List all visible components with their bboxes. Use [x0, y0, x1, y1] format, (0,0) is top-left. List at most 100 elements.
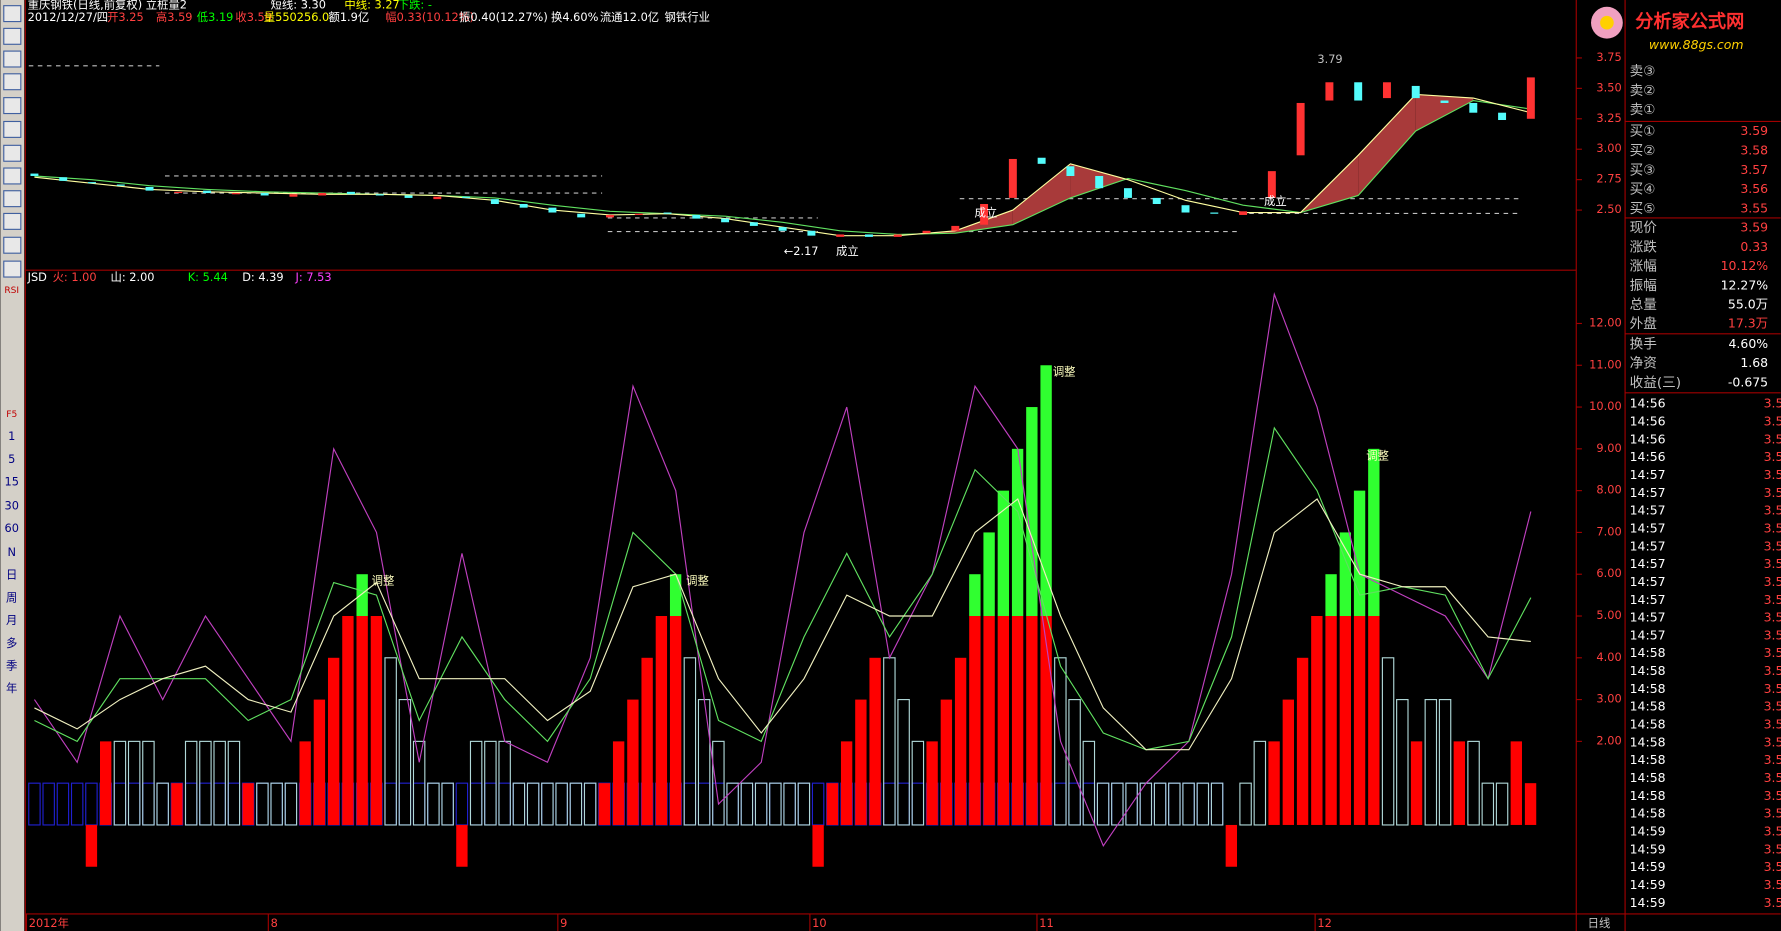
red-bar: [1368, 616, 1380, 825]
stat-value: 0.33: [1740, 239, 1768, 254]
y-tick-label: 9.00: [1596, 441, 1621, 455]
tick-price: 3.5: [1764, 556, 1781, 571]
ma-ribbon: [1358, 94, 1416, 196]
indicator-annotation: 调整: [372, 573, 395, 587]
red-bar: [869, 657, 881, 825]
tick-price: 3.5: [1764, 788, 1781, 803]
candle: [231, 193, 240, 195]
toolbar-icon: [3, 260, 22, 278]
tick-time: 14:57: [1630, 520, 1666, 535]
quote-field: 收3.59: [235, 10, 272, 24]
candle: [462, 196, 471, 198]
candle: [203, 190, 212, 194]
tick-price: 3.5: [1764, 681, 1781, 696]
red-bar: [456, 824, 468, 867]
candle: [1095, 176, 1104, 189]
quote-field: 低3.19: [197, 10, 234, 24]
stat-label: 净资: [1630, 356, 1657, 372]
quote-field: 开3.25: [107, 10, 144, 24]
blue-bar: [811, 782, 825, 826]
gray-bar: [1253, 740, 1267, 826]
tick-price: 3.5: [1764, 538, 1781, 553]
red-bar: [1325, 616, 1337, 825]
tick-price: 3.5: [1764, 431, 1781, 446]
gray-bar: [1438, 699, 1452, 826]
red-bar: [370, 616, 383, 825]
candle: [1008, 158, 1017, 198]
candle: [1382, 82, 1391, 99]
gray-bar: [484, 740, 497, 826]
gray-bar: [1196, 782, 1210, 826]
red-bar: [612, 741, 625, 825]
gray-bar: [726, 782, 739, 826]
gray-bar: [769, 782, 782, 826]
bid-label: 买⑤: [1630, 201, 1656, 217]
red-bar: [1040, 616, 1052, 825]
stat-value: 12.27%: [1721, 277, 1769, 292]
tick-price: 3.5: [1764, 485, 1781, 500]
green-bar: [1011, 448, 1024, 617]
ask-label: 卖②: [1630, 83, 1656, 99]
tick-time: 14:58: [1630, 734, 1666, 749]
line-k: [34, 426, 1532, 751]
candle: [1152, 197, 1161, 204]
y-tick-label: 2.50: [1596, 202, 1621, 216]
red-bar: [100, 741, 112, 825]
toolbar-button: 季: [6, 658, 17, 672]
price-annotation: 成立: [975, 205, 998, 219]
candle: [1411, 85, 1420, 99]
green-bar: [1339, 532, 1352, 617]
tick-time: 14:57: [1630, 503, 1666, 518]
red-bar: [926, 741, 938, 825]
y-tick-label: 3.00: [1596, 141, 1621, 155]
candle: [980, 203, 989, 225]
gray-bar: [156, 782, 169, 826]
gray-bar: [897, 699, 910, 826]
tick-time: 14:58: [1630, 699, 1666, 714]
line-d: [34, 498, 1531, 751]
gray-bar: [1481, 782, 1495, 826]
tick-price: 3.5: [1764, 449, 1781, 464]
toolbar-button: 15: [5, 475, 19, 489]
tick-time: 14:57: [1630, 538, 1666, 553]
tick-price: 3.5: [1764, 859, 1781, 874]
gray-bar: [712, 740, 725, 826]
gray-bar: [754, 782, 768, 826]
candle: [864, 234, 873, 237]
y-tick-label: 3.25: [1596, 111, 1621, 125]
quote-field: 钢铁行业: [665, 10, 710, 24]
candle: [1354, 82, 1363, 101]
tick-price: 3.5: [1764, 699, 1781, 714]
gray-bar: [142, 740, 155, 826]
stat-label: 总量: [1630, 297, 1657, 313]
toolbar-button: RSI: [4, 286, 19, 296]
toolbar-button: N: [7, 545, 16, 559]
logo-center: [1600, 15, 1614, 30]
gray-bar: [113, 740, 127, 826]
red-bar: [1453, 741, 1465, 825]
red-bar: [1353, 616, 1366, 825]
stat-value: 17.3万: [1728, 316, 1768, 331]
stat-label: 振幅: [1630, 278, 1657, 294]
gray-bar: [541, 782, 554, 826]
tick-price: 3.5: [1764, 841, 1781, 856]
tick-time: 14:56: [1630, 396, 1666, 411]
gray-bar: [1054, 657, 1067, 826]
blue-bar: [42, 782, 55, 826]
stat-value: -0.675: [1728, 374, 1768, 389]
tick-time: 14:57: [1630, 556, 1666, 571]
toolbar-icon: [3, 120, 22, 138]
green-bar: [1040, 365, 1052, 617]
gray-bar: [740, 782, 754, 826]
toolbar-icon: [3, 5, 22, 23]
red-bar: [669, 616, 682, 825]
candle: [1325, 82, 1334, 101]
blue-bar: [56, 782, 70, 826]
logo-icon: [1591, 6, 1623, 39]
candle: [778, 227, 787, 231]
y-tick-label: 11.00: [1589, 357, 1621, 371]
gray-bar: [1495, 782, 1509, 826]
stat-label: 涨跌: [1630, 239, 1658, 255]
quote-field: 高3.59: [156, 10, 193, 24]
